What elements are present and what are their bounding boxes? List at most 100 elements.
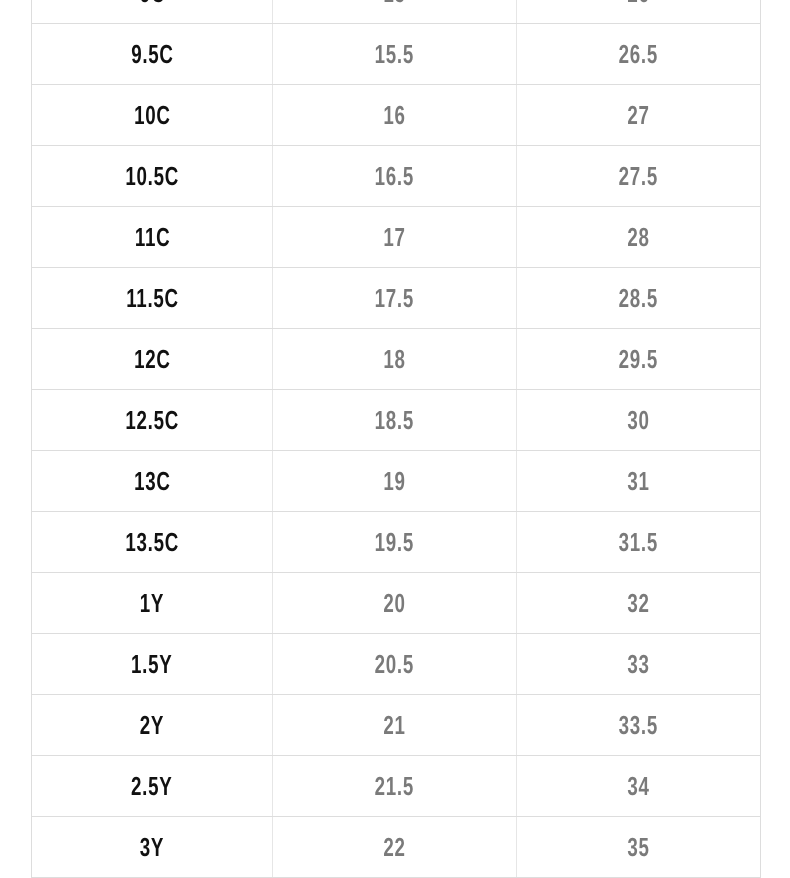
value-cell-2: 27.5 — [517, 146, 760, 206]
cell-text: 32 — [627, 587, 650, 618]
table-row: 12C 18 29.5 — [32, 329, 760, 390]
cell-text: 15 — [383, 0, 405, 9]
cell-text: 20.5 — [374, 648, 415, 679]
table-row: 9.5C 15.5 26.5 — [32, 24, 760, 85]
value-cell-1: 20 — [273, 573, 517, 633]
size-cell: 10C — [32, 85, 274, 145]
cell-text: 19.5 — [374, 526, 415, 557]
value-cell-1: 22 — [273, 817, 517, 877]
cell-text: 11.5C — [125, 282, 179, 313]
cell-text: 16.5 — [374, 160, 415, 191]
cell-text: 12.5C — [125, 404, 179, 435]
size-cell: 1.5Y — [32, 634, 274, 694]
table-row: 9C 15 26 — [32, 0, 760, 24]
table-row: 3Y 22 35 — [32, 817, 760, 878]
cell-text: 31 — [627, 465, 650, 496]
value-cell-2: 31.5 — [517, 512, 760, 572]
cell-text: 15.5 — [374, 38, 415, 69]
cell-text: 28 — [627, 221, 650, 252]
value-cell-2: 35 — [517, 817, 760, 877]
cell-text: 34 — [627, 770, 650, 801]
table-row: 13.5C 19.5 31.5 — [32, 512, 760, 573]
cell-text: 17.5 — [374, 282, 415, 313]
value-cell-2: 30 — [517, 390, 760, 450]
cell-text: 28.5 — [618, 282, 658, 313]
size-cell: 2Y — [32, 695, 274, 755]
cell-text: 27 — [627, 99, 650, 130]
size-cell: 11C — [32, 207, 274, 267]
table-row: 13C 19 31 — [32, 451, 760, 512]
cell-text: 30 — [627, 404, 650, 435]
value-cell-1: 21.5 — [273, 756, 517, 816]
cell-text: 1Y — [139, 587, 165, 618]
cell-text: 11C — [134, 221, 170, 252]
cell-text: 22 — [383, 831, 406, 862]
size-cell: 2.5Y — [32, 756, 274, 816]
value-cell-2: 26.5 — [517, 24, 760, 84]
size-cell: 10.5C — [32, 146, 274, 206]
cell-text: 12C — [133, 343, 171, 374]
value-cell-1: 21 — [273, 695, 517, 755]
size-cell: 12.5C — [32, 390, 274, 450]
cell-text: 29.5 — [618, 343, 658, 374]
cell-text: 2Y — [139, 709, 165, 740]
table-row: 10C 16 27 — [32, 85, 760, 146]
cell-text: 21 — [383, 709, 406, 740]
cell-text: 9C — [139, 0, 164, 9]
cell-text: 9.5C — [130, 38, 174, 69]
value-cell-1: 17 — [273, 207, 517, 267]
value-cell-1: 16 — [273, 85, 517, 145]
cell-text: 33.5 — [618, 709, 658, 740]
cell-text: 13.5C — [125, 526, 179, 557]
value-cell-2: 28.5 — [517, 268, 760, 328]
value-cell-2: 33 — [517, 634, 760, 694]
cell-text: 20 — [383, 587, 406, 618]
size-cell: 9.5C — [32, 24, 274, 84]
value-cell-2: 33.5 — [517, 695, 760, 755]
value-cell-1: 17.5 — [273, 268, 517, 328]
cell-text: 33 — [627, 648, 650, 679]
cell-text: 31.5 — [618, 526, 658, 557]
value-cell-2: 28 — [517, 207, 760, 267]
table-row: 2Y 21 33.5 — [32, 695, 760, 756]
cell-text: 26.5 — [618, 38, 658, 69]
cell-text: 2.5Y — [131, 770, 173, 801]
table-row: 2.5Y 21.5 34 — [32, 756, 760, 817]
cell-text: 17 — [383, 221, 406, 252]
value-cell-1: 15 — [273, 0, 517, 23]
cell-text: 27.5 — [618, 160, 658, 191]
cell-text: 13C — [133, 465, 171, 496]
cell-text: 3Y — [139, 831, 165, 862]
cell-text: 10.5C — [125, 160, 179, 191]
value-cell-2: 34 — [517, 756, 760, 816]
cell-text: 16 — [383, 99, 406, 130]
cell-text: 21.5 — [374, 770, 415, 801]
value-cell-1: 19.5 — [273, 512, 517, 572]
size-cell: 13.5C — [32, 512, 274, 572]
value-cell-2: 31 — [517, 451, 760, 511]
table-row: 11C 17 28 — [32, 207, 760, 268]
size-chart-table: 9C 15 26 9.5C 15.5 26.5 10C 16 27 10.5C 16.5 27.5 11… — [31, 0, 761, 878]
value-cell-1: 18.5 — [273, 390, 517, 450]
size-cell: 1Y — [32, 573, 274, 633]
size-cell: 11.5C — [32, 268, 274, 328]
size-cell: 12C — [32, 329, 274, 389]
value-cell-1: 18 — [273, 329, 517, 389]
value-cell-2: 27 — [517, 85, 760, 145]
value-cell-1: 20.5 — [273, 634, 517, 694]
value-cell-2: 32 — [517, 573, 760, 633]
table-row: 1Y 20 32 — [32, 573, 760, 634]
size-cell: 3Y — [32, 817, 274, 877]
value-cell-1: 19 — [273, 451, 517, 511]
size-cell: 9C — [32, 0, 274, 23]
table-row: 10.5C 16.5 27.5 — [32, 146, 760, 207]
value-cell-1: 15.5 — [273, 24, 517, 84]
cell-text: 1.5Y — [131, 648, 173, 679]
size-cell: 13C — [32, 451, 274, 511]
cell-text: 18 — [383, 343, 406, 374]
value-cell-2: 29.5 — [517, 329, 760, 389]
value-cell-2: 26 — [517, 0, 760, 23]
cell-text: 18.5 — [374, 404, 415, 435]
table-row: 12.5C 18.5 30 — [32, 390, 760, 451]
cell-text: 35 — [627, 831, 650, 862]
